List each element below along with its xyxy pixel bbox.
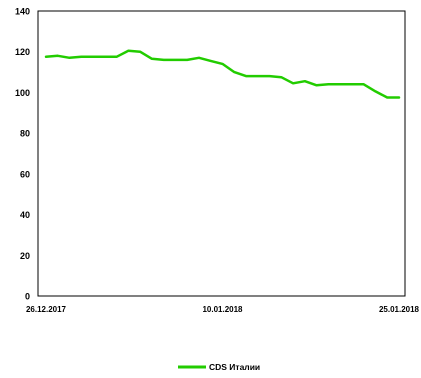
y-tick-label: 60 (20, 169, 30, 179)
series-layer (44, 49, 401, 99)
plot-area-border (37, 10, 406, 297)
y-tick-label: 140 (15, 7, 30, 17)
y-tick-label: 80 (20, 129, 30, 139)
y-tick-label: 0 (25, 292, 30, 302)
legend: CDS Италии (178, 362, 260, 372)
x-tick-label: 26.12.2017 (26, 305, 67, 314)
series-line (44, 49, 401, 99)
y-axis-ticks: 0 20 40 60 80 100 120 140 (15, 7, 30, 302)
y-tick-label: 20 (20, 251, 30, 261)
legend-label: CDS Италии (209, 362, 260, 372)
y-tick-label: 120 (15, 47, 30, 57)
x-axis-ticks: 26.12.2017 10.01.2018 25.01.2018 (26, 305, 420, 314)
x-tick-label: 25.01.2018 (379, 305, 420, 314)
y-tick-label: 100 (15, 88, 30, 98)
y-tick-label: 40 (20, 210, 30, 220)
x-tick-label: 10.01.2018 (202, 305, 243, 314)
axes (37, 10, 406, 297)
